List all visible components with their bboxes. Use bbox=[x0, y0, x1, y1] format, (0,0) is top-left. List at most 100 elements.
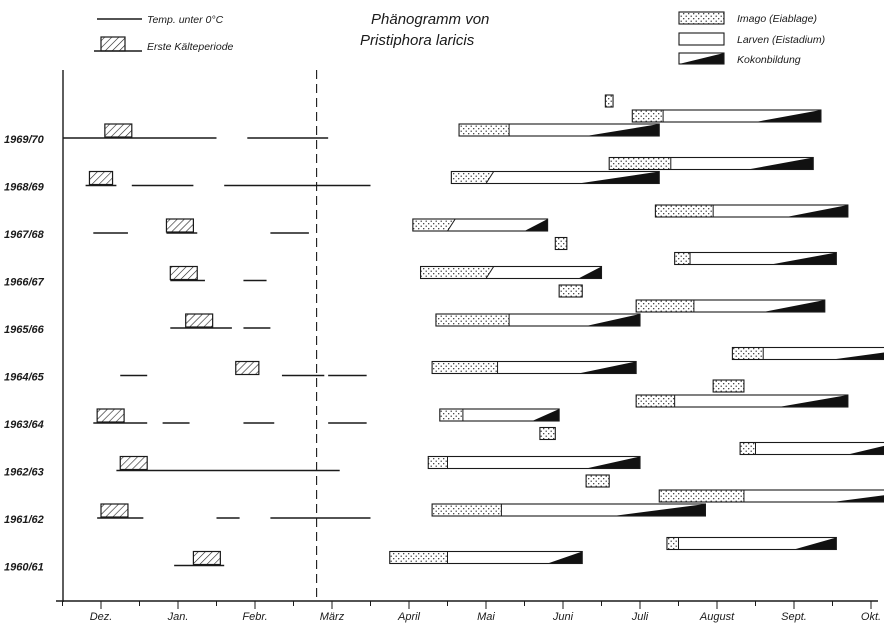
cocoon-ramp bbox=[586, 124, 660, 136]
cold-period-box bbox=[119, 455, 148, 471]
cocoon-ramp bbox=[532, 409, 560, 421]
cocoon-ramp bbox=[832, 495, 884, 502]
season-label: 1964/65 bbox=[4, 372, 45, 384]
generation-bar-outline bbox=[731, 346, 884, 361]
cold-period-box bbox=[100, 503, 129, 518]
generation-bar-outline bbox=[450, 170, 660, 185]
generation-bar-outline bbox=[658, 489, 884, 503]
cocoon-ramp bbox=[832, 352, 884, 360]
imago-section bbox=[636, 395, 675, 407]
imago-section bbox=[451, 171, 494, 184]
imago-section bbox=[428, 456, 448, 469]
cocoon-ramp bbox=[613, 504, 706, 516]
imago-section bbox=[420, 266, 494, 279]
season-label: 1963/64 bbox=[4, 419, 44, 431]
legend-kokon-label: Kokonbildung bbox=[737, 54, 801, 66]
imago-section bbox=[439, 409, 463, 421]
tick-label-maerz: März bbox=[320, 611, 345, 623]
imago-extra-box bbox=[539, 426, 556, 441]
season-label: 1967/68 bbox=[4, 229, 45, 241]
larvae-section bbox=[447, 219, 548, 231]
cocoon-ramp bbox=[578, 171, 660, 184]
season-label: 1966/67 bbox=[4, 277, 45, 289]
cocoon-ramp bbox=[578, 361, 637, 374]
tick-label-april: April bbox=[397, 611, 421, 623]
season-label: 1961/62 bbox=[4, 514, 44, 526]
imago-larvae-divider bbox=[485, 266, 495, 279]
season-label: 1968/69 bbox=[4, 182, 45, 194]
imago-section bbox=[459, 124, 510, 136]
larvae-section bbox=[447, 551, 583, 564]
cocoon-ramp bbox=[747, 157, 814, 170]
tick-label-febr: Febr. bbox=[242, 611, 267, 623]
tick-label-jan: Jan. bbox=[167, 611, 189, 623]
cold-period-box bbox=[192, 550, 221, 566]
legend-larven-swatch bbox=[678, 32, 725, 46]
tick-label-juli: Juli bbox=[631, 611, 649, 623]
chart-title: Phänogramm von bbox=[371, 11, 489, 28]
legend-larven-label: Larven (Eistadium) bbox=[737, 34, 825, 46]
legend-kokon-outline bbox=[678, 52, 725, 65]
generation-bar-outline bbox=[635, 394, 849, 408]
legend-kaelte-swatch bbox=[100, 36, 126, 52]
imago-section bbox=[674, 252, 691, 265]
cold-period-box bbox=[88, 170, 114, 186]
imago-section bbox=[435, 314, 510, 326]
generation-bar-outline bbox=[739, 441, 884, 456]
imago-extra-box bbox=[712, 379, 745, 393]
generation-bar-outline bbox=[631, 109, 822, 123]
imago-section bbox=[609, 157, 671, 170]
season-label: 1960/61 bbox=[4, 562, 44, 574]
cocoon-ramp bbox=[586, 456, 640, 469]
generation-bar-outline bbox=[666, 536, 837, 551]
imago-extra-box bbox=[604, 94, 614, 108]
generation-bar-outline bbox=[412, 218, 549, 232]
cocoon-ramp bbox=[786, 205, 848, 217]
cold-period-box bbox=[96, 408, 125, 423]
larvae-section bbox=[763, 347, 884, 360]
generation-bar-outline bbox=[431, 503, 707, 517]
imago-section bbox=[659, 490, 744, 502]
generation-bar-outline bbox=[674, 251, 837, 266]
imago-section bbox=[655, 205, 714, 217]
imago-section bbox=[666, 537, 679, 550]
generation-bar-outline bbox=[654, 204, 849, 218]
imago-larvae-divider bbox=[485, 171, 495, 184]
cold-period-box bbox=[165, 218, 194, 233]
legend-temp-label: Temp. unter 0°C bbox=[147, 14, 224, 26]
x-axis-ticks bbox=[62, 601, 872, 609]
larvae-section bbox=[755, 442, 884, 455]
imago-section bbox=[389, 551, 448, 564]
tick-label-mai: Mai bbox=[477, 611, 495, 623]
larvae-section bbox=[462, 409, 560, 421]
generation-bar-outline bbox=[608, 156, 814, 171]
larvae-section bbox=[678, 537, 837, 550]
cold-period-box bbox=[185, 313, 214, 328]
generation-bar-outline bbox=[419, 265, 603, 280]
tick-label-juni: Juni bbox=[552, 611, 574, 623]
imago-section bbox=[732, 347, 764, 360]
imago-section bbox=[740, 442, 756, 455]
cocoon-ramp bbox=[847, 445, 884, 455]
larvae-section bbox=[447, 456, 640, 469]
generation-bar-outline bbox=[439, 408, 560, 422]
imago-section bbox=[432, 504, 502, 516]
x-axis-tick-labels: Dez. Jan. Febr. März April Mai Juni Juli… bbox=[90, 611, 881, 623]
tick-label-sept: Sept. bbox=[781, 611, 807, 623]
cocoon-ramp bbox=[755, 110, 821, 122]
season-label: 1965/66 bbox=[4, 324, 45, 336]
generation-bar-outline bbox=[458, 123, 660, 137]
cocoon-ramp bbox=[524, 219, 548, 231]
tick-label-dez: Dez. bbox=[90, 611, 113, 623]
cold-period-box bbox=[235, 360, 260, 376]
imago-section bbox=[432, 361, 498, 374]
cocoon-ramp bbox=[578, 266, 602, 279]
cocoon-ramp bbox=[547, 551, 583, 564]
generation-bar-outline bbox=[427, 455, 641, 470]
cocoon-ramp bbox=[770, 252, 837, 265]
cocoon-ramp bbox=[763, 300, 825, 312]
chart-marks bbox=[62, 94, 884, 567]
generation-bar-outline bbox=[635, 299, 826, 313]
chart-subtitle: Pristiphora laricis bbox=[360, 32, 475, 49]
generation-bar-outline bbox=[431, 360, 637, 375]
